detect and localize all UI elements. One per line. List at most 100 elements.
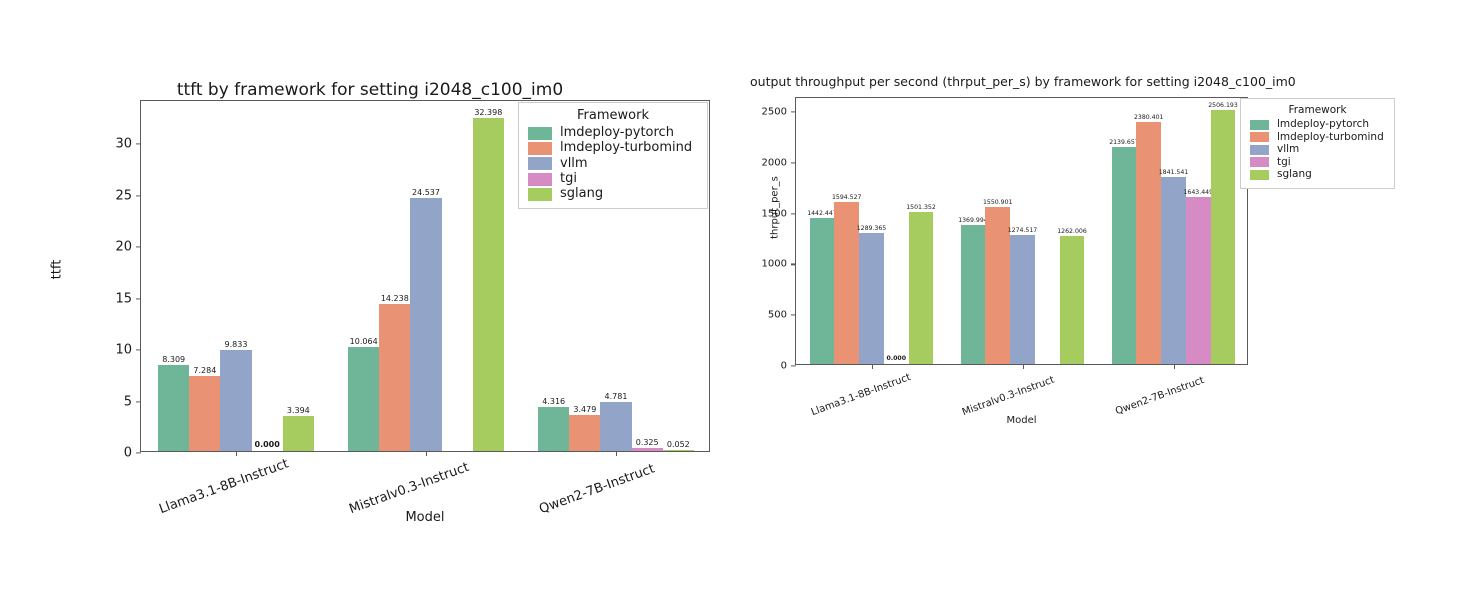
bar-value-label: 2380.401	[1133, 114, 1164, 122]
legend-swatch-icon	[528, 141, 552, 155]
legend-item-label: lmdeploy-turbomind	[560, 140, 693, 156]
y-tick-mark	[791, 314, 796, 316]
y-tick-mark	[136, 298, 141, 300]
legend-swatch-icon	[1250, 169, 1269, 180]
bar-value-label: 3.394	[286, 406, 310, 416]
bar-lmdeploy-pytorch-Qwen2-7B-Instruct: 4.316	[538, 397, 570, 451]
bar-lmdeploy-turbomind-Qwen2-7B-Instruct: 2380.401	[1134, 114, 1163, 364]
bar-value-label: 10.064	[349, 337, 378, 347]
y-tick-label: 20	[115, 239, 132, 255]
x-tick-mark	[871, 364, 873, 369]
bar-lmdeploy-turbomind-Mistralv0.3-Instruct: 14.238	[379, 294, 411, 451]
bar-sglang-Mistralv0.3-Instruct: 1262.006	[1057, 228, 1087, 364]
bar-value-label: 7.284	[193, 366, 217, 376]
legend-item-label: sglang	[1277, 168, 1312, 181]
legend-swatch-icon	[1250, 144, 1269, 155]
bar-lmdeploy-turbomind-Llama3.1-8B-Instruct: 7.284	[189, 366, 221, 451]
legend-swatch-icon	[1250, 132, 1269, 143]
legend-item-label: lmdeploy-turbomind	[1277, 130, 1384, 143]
legend-thrput: Framework lmdeploy-pytorch lmdeploy-turbo…	[1240, 98, 1395, 189]
legend-item-vllm[interactable]: vllm	[1250, 144, 1385, 156]
legend-item-sglang[interactable]: sglang	[1250, 169, 1385, 181]
legend-item-label: vllm	[560, 155, 588, 171]
legend-item-label: lmdeploy-pytorch	[1277, 118, 1370, 130]
bar-vllm-Qwen2-7B-Instruct: 1841.541	[1159, 169, 1188, 364]
bar-value-label: 1274.517	[1007, 226, 1038, 234]
legend-item-sglang[interactable]: sglang	[528, 186, 698, 201]
y-tick-label: 25	[115, 188, 132, 204]
bar-value-label: 0.052	[666, 440, 690, 450]
x-tick-label: Mistralv0.3-Instruct	[960, 374, 1056, 419]
bar-value-label: 0.000	[254, 440, 280, 449]
y-tick-mark	[791, 263, 796, 266]
bar-value-label: 4.781	[604, 391, 628, 401]
bar-value-label: 9.833	[224, 339, 248, 349]
y-tick-mark	[136, 349, 141, 351]
legend-item-lmdeploy-turbomind[interactable]: lmdeploy-turbomind	[528, 140, 698, 156]
y-tick-mark	[791, 213, 796, 215]
y-tick-label: 0	[780, 360, 787, 372]
x-tick-label: Qwen2-7B-Instruct	[1113, 375, 1206, 418]
legend-swatch-icon	[528, 126, 552, 140]
x-axis-label-thrput: Model	[1006, 415, 1037, 426]
legend-item-lmdeploy-turbomind[interactable]: lmdeploy-turbomind	[1250, 130, 1385, 144]
y-tick-label: 30	[115, 136, 132, 152]
x-tick-mark	[1022, 364, 1024, 369]
legend-swatch-icon	[528, 172, 552, 186]
bar-value-label: 14.238	[380, 294, 409, 304]
bar-value-label: 1643.449	[1183, 189, 1214, 197]
bar-lmdeploy-turbomind-Mistralv0.3-Instruct: 1550.901	[983, 199, 1012, 364]
bar-value-label: 0.325	[635, 437, 659, 447]
chart-ttft: ttft by framework for setting i2048_c100…	[49, 80, 710, 525]
plot-area-thrput: 0 500 1000 1500 2000 2500 Llama3.1-8B-Instruct…	[762, 97, 1248, 418]
bar-value-label: 1369.994	[958, 216, 988, 224]
y-axis-label-ttft: ttft	[49, 259, 65, 280]
x-tick-label: Llama3.1-8B-Instruct	[157, 456, 291, 518]
bar-value-label: 24.537	[411, 188, 440, 198]
bar-vllm-Qwen2-7B-Instruct: 4.781	[600, 392, 632, 451]
legend-item-tgi[interactable]: tgi	[528, 171, 698, 186]
legend-item-label: tgi	[1277, 155, 1291, 168]
y-tick-label: 0	[123, 445, 132, 461]
legend-ttft: Framework lmdeploy-pytorch lmdeploy-turbo…	[518, 102, 708, 210]
y-tick-mark	[791, 365, 796, 367]
legend-swatch-icon	[528, 187, 552, 201]
bar-value-label: 32.398	[474, 107, 503, 117]
bar-vllm-Llama3.1-8B-Instruct: 1289.365	[857, 225, 886, 364]
bar-lmdeploy-turbomind-Qwen2-7B-Instruct: 3.479	[569, 405, 601, 451]
bar-value-label: 2139.657	[1109, 138, 1139, 146]
y-tick-label: 15	[115, 291, 132, 307]
legend-title: Framework	[577, 108, 649, 123]
bar-value-label: 1550.901	[982, 198, 1013, 206]
x-tick-mark	[426, 451, 428, 456]
legend-swatch-icon	[1250, 119, 1269, 130]
chart-thrput: output throughput per second (thrput_per…	[740, 0, 1475, 600]
y-tick-label: 1000	[761, 258, 787, 270]
bar-lmdeploy-pytorch-Llama3.1-8B-Instruct: 1442.447	[807, 210, 837, 364]
legend-entries: lmdeploy-pytorch lmdeploy-turbomind vllm tg…	[528, 125, 698, 201]
bar-lmdeploy-pytorch-Qwen2-7B-Instruct: 2139.657	[1109, 139, 1139, 364]
x-tick-mark	[236, 451, 238, 456]
x-axis-label-ttft: Model	[405, 510, 445, 525]
bar-value-label: 0.000	[886, 355, 907, 362]
x-tick-mark	[616, 451, 618, 456]
bar-sglang-Llama3.1-8B-Instruct: 1501.352	[906, 204, 936, 364]
legend-item-lmdeploy-pytorch[interactable]: lmdeploy-pytorch	[528, 125, 698, 140]
legend-item-tgi[interactable]: tgi	[1250, 155, 1385, 169]
y-tick-mark	[136, 195, 141, 197]
bar-value-label: 3.479	[573, 405, 597, 415]
bar-value-label: 1289.365	[856, 225, 887, 233]
bar-sglang-Mistralv0.3-Instruct: 32.398	[472, 108, 504, 451]
legend-item-vllm[interactable]: vllm	[528, 155, 698, 171]
legend-item-label: vllm	[1277, 143, 1300, 156]
bar-vllm-Llama3.1-8B-Instruct: 9.833	[220, 340, 252, 451]
bar-tgi-Qwen2-7B-Instruct: 0.325	[631, 438, 663, 451]
bar-lmdeploy-turbomind-Llama3.1-8B-Instruct: 1594.527	[832, 194, 861, 364]
x-tick-mark	[1173, 364, 1175, 369]
bar-value-label: 1442.447	[807, 209, 837, 217]
legend-item-lmdeploy-pytorch[interactable]: lmdeploy-pytorch	[1250, 118, 1385, 131]
chart-title-ttft: ttft by framework for setting i2048_c100…	[176, 80, 564, 100]
legend-entries: lmdeploy-pytorch lmdeploy-turbomind vllm tg…	[1250, 118, 1385, 181]
y-tick-mark	[791, 111, 796, 113]
legend-item-label: lmdeploy-pytorch	[560, 125, 674, 140]
